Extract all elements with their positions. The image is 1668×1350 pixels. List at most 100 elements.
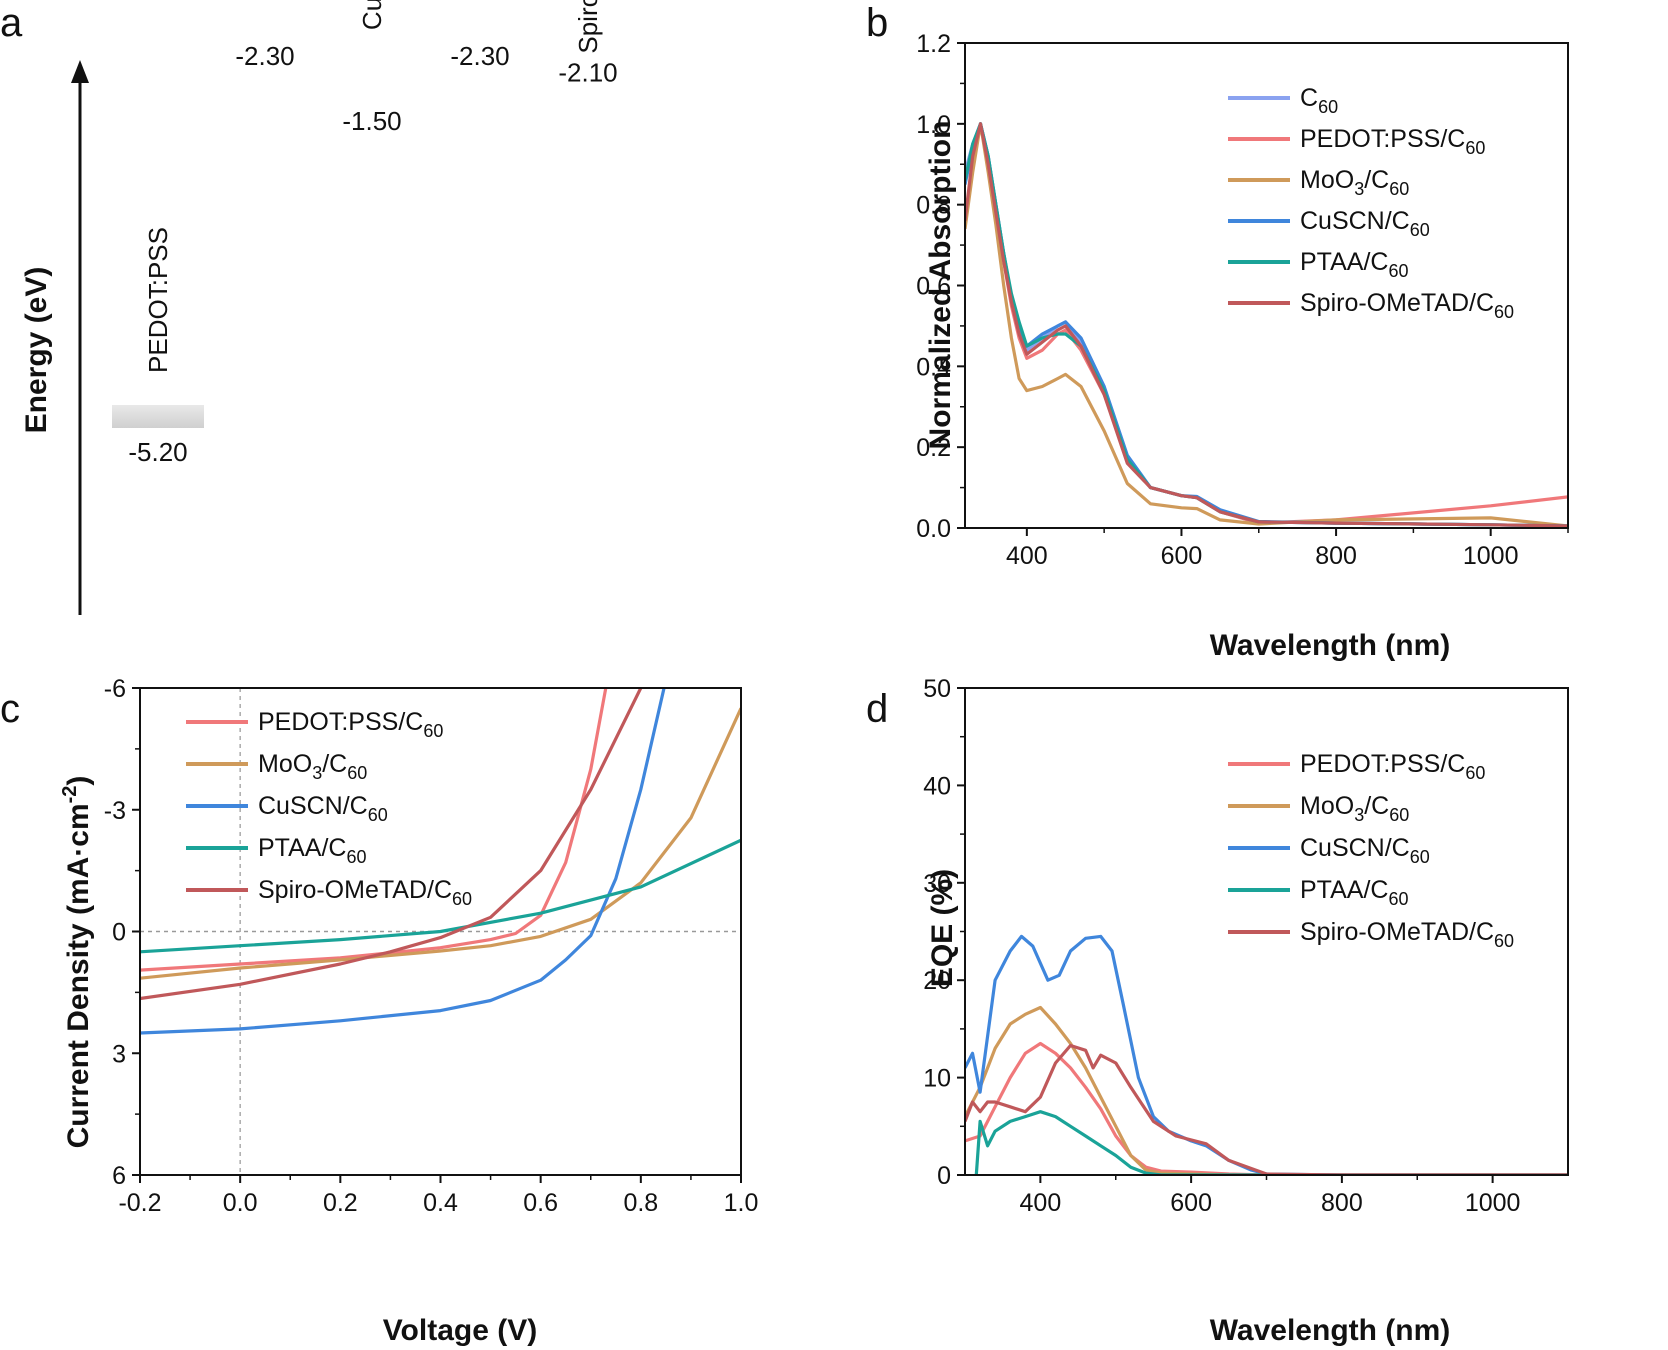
legend-label-C60: C60 (1300, 84, 1338, 117)
homo-label-0: -5.20 (128, 437, 187, 467)
legend-label-MoO3-main: MoO (258, 750, 312, 778)
panel-c-jv-chart: c Current Density (mA·cm-2) Voltage (V) … (0, 675, 758, 1347)
legend-label-PEDOT-main: PEDOT:PSS/C (258, 708, 423, 736)
c-x-axis-title: Voltage (V) (383, 1314, 537, 1347)
legend-label-MoO3-tail: /C (1364, 166, 1389, 194)
legend-label-PEDOT-main: PEDOT:PSS/C (1300, 125, 1465, 153)
legend-label-MoO3-main: MoO (1300, 166, 1354, 194)
series-line-C60 (965, 122, 1568, 528)
panel-b-absorption-chart: b Normalized Absorption Wavelength (nm) … (866, 1, 1569, 662)
x-tick-label: 800 (1321, 1189, 1363, 1217)
lumo-label-4: -2.10 (558, 57, 617, 87)
d-y-axis-title: EQE (%) (926, 869, 959, 987)
series-line-PTAA (965, 122, 1568, 528)
y-tick-label: 0.6 (916, 273, 951, 301)
legend-label-PTAA: PTAA/C60 (258, 834, 366, 867)
x-tick-label: 0.4 (423, 1189, 458, 1217)
legend-label-MoO3: MoO3/C60 (1300, 166, 1409, 199)
d-x-axis-title: Wavelength (nm) (1210, 1314, 1451, 1347)
legend-label-MoO3-tail: /C (322, 750, 347, 778)
c-y-axis-title: Current Density (mA·cm-2) (59, 776, 95, 1149)
legend-label-Spiro-sub: 60 (1494, 302, 1514, 322)
b-y-axis-title: Normalized Absorption (924, 121, 957, 450)
x-tick-label: 1000 (1465, 1189, 1521, 1217)
energy-level-bars: PEDOT:PSS-5.20MoO3-2.30-5.30CuSCN-1.50-5… (112, 0, 618, 467)
legend-label-CuSCN-sub: 60 (368, 805, 388, 825)
y-tick-label: 0 (112, 919, 126, 947)
legend-label-Spiro: Spiro-OMeTAD/C60 (1300, 918, 1514, 951)
x-tick-label: 0.2 (323, 1189, 358, 1217)
x-tick-label: -0.2 (118, 1189, 161, 1217)
legend-label-CuSCN-sub: 60 (1410, 220, 1430, 240)
legend-label-MoO3-sub: 3 (1354, 805, 1364, 825)
legend-label-C60-main: C (1300, 84, 1318, 112)
x-tick-label: 400 (1020, 1189, 1062, 1217)
legend-label-PEDOT: PEDOT:PSS/C60 (1300, 125, 1485, 158)
panel-letter-a: a (0, 1, 23, 45)
energy-axis-title: Energy (eV) (20, 267, 53, 434)
legend-label-MoO3: MoO3/C60 (1300, 792, 1409, 825)
plot-frame (964, 42, 1569, 529)
y-tick-label: 0.0 (916, 515, 951, 543)
series-line-PTAA (974, 1110, 1568, 1175)
legend-label-MoO3: MoO3/C60 (258, 750, 367, 783)
energy-bar-0 (112, 405, 204, 428)
series-line-MoO3 (965, 1005, 1568, 1175)
legend-label-CuSCN-sub: 60 (1410, 847, 1430, 867)
legend-label-Spiro: Spiro-OMeTAD/C60 (258, 876, 472, 909)
legend-label-MoO3-sub: 3 (312, 763, 322, 783)
y-tick-label: 20 (923, 967, 951, 995)
series-line-PEDOT (965, 122, 1568, 525)
x-tick-label: 0.6 (523, 1189, 558, 1217)
c-plot-area: -0.2 0.0 0.2 0.4 0.6 0.8 1.0 -6 -3 0 3 6 PEDOT:PSS/C… (104, 675, 759, 1217)
x-tick-label: 800 (1315, 542, 1357, 570)
y-tick-label: 6 (112, 1162, 126, 1190)
y-tick-label: 30 (923, 870, 951, 898)
legend-label-MoO3-sub2: 60 (347, 763, 367, 783)
legend-label-PTAA-sub: 60 (1388, 889, 1408, 909)
y-tick-label: 3 (112, 1040, 126, 1068)
y-tick-label: 0.4 (916, 353, 951, 381)
x-tick-label: 600 (1161, 542, 1203, 570)
panel-a-energy-diagram: a Energy (eV) PEDOT:PSS-5.20MoO3-2.30-5.… (0, 0, 618, 615)
legend-label-PEDOT: PEDOT:PSS/C60 (1300, 750, 1485, 783)
series-line-Spiro (965, 1043, 1568, 1175)
legend-label-CuSCN-main: CuSCN/C (1300, 207, 1410, 235)
legend-label-CuSCN-main: CuSCN/C (1300, 834, 1410, 862)
series-line-Spiro (965, 122, 1568, 528)
energy-bar-name-main-4: Spiro-OMeTAD (573, 0, 603, 54)
legend-label-PEDOT-sub: 60 (1465, 763, 1485, 783)
panel-letter-d: d (866, 687, 888, 731)
legend-label-PEDOT-sub: 60 (1465, 138, 1485, 158)
legend-label-Spiro-main: Spiro-OMeTAD/C (1300, 918, 1494, 946)
legend-label-Spiro-sub: 60 (452, 889, 472, 909)
lumo-label-2: -1.50 (342, 106, 401, 136)
legend-label-PTAA: PTAA/C60 (1300, 876, 1408, 909)
c-y-axis-title-tail: ) (62, 776, 95, 786)
series-line-CuSCN (965, 934, 1568, 1175)
y-tick-label: 10 (923, 1065, 951, 1093)
legend-label-MoO3-sub2: 60 (1389, 179, 1409, 199)
c-y-axis-title-sup: -2 (59, 786, 81, 804)
series-line-CuSCN (140, 688, 666, 1035)
y-tick-label: 1.0 (916, 111, 951, 139)
y-tick-label: 50 (923, 675, 951, 703)
legend-label-CuSCN-main: CuSCN/C (258, 792, 368, 820)
legend-label-MoO3-sub: 3 (1354, 179, 1364, 199)
series-line-PTAA (140, 838, 741, 954)
legend-label-PTAA-main: PTAA/C (1300, 248, 1388, 276)
legend-label-Spiro-sub: 60 (1494, 931, 1514, 951)
legend-label-PTAA-main: PTAA/C (1300, 876, 1388, 904)
lumo-label-3: -2.30 (450, 41, 509, 71)
c-plot-series (140, 688, 741, 1035)
y-tick-label: 1.2 (916, 30, 951, 58)
legend-label-CuSCN: CuSCN/C60 (258, 792, 388, 825)
lumo-label-1: -2.30 (235, 41, 294, 71)
legend-label-PTAA-sub: 60 (346, 847, 366, 867)
energy-axis-arrowhead (71, 60, 89, 83)
b-x-axis-title: Wavelength (nm) (1210, 629, 1451, 662)
panel-letter-c: c (0, 687, 20, 731)
x-tick-label: 1000 (1463, 542, 1519, 570)
c-y-axis-title-main: Current Density (mA·cm (62, 803, 95, 1148)
x-tick-label: 1.0 (724, 1189, 759, 1217)
